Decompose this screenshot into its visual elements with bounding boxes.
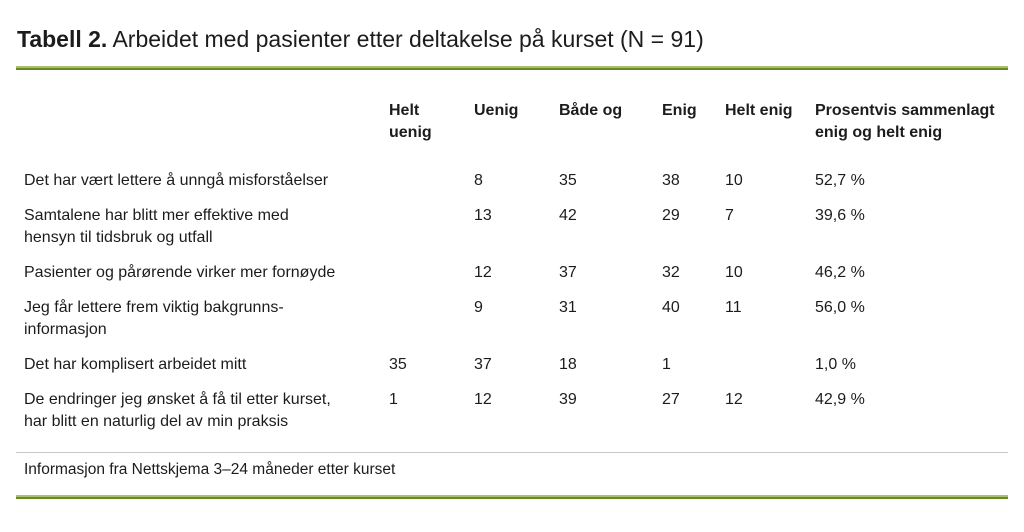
helt-enig-cell: [725, 354, 815, 389]
column-header-uenig: Uenig: [474, 102, 519, 119]
helt-uenig-cell: [389, 297, 474, 354]
header-row: Helt uenig Uenig Både og Enig Helt enig …: [24, 100, 1008, 170]
prosent-cell: 52,7 %: [815, 172, 865, 189]
table-number-label: Tabell 2.: [17, 26, 108, 52]
baade-og-cell: 42: [559, 207, 577, 224]
baade-og-cell: 39: [559, 391, 577, 408]
helt-uenig-cell: [389, 262, 474, 297]
column-header-helt-enig: Helt enig: [725, 102, 793, 119]
enig-cell: 38: [662, 172, 680, 189]
uenig-cell: 37: [474, 356, 492, 373]
column-header-prosent: Prosentvis sammenlagt enig og helt enig: [815, 102, 995, 141]
bottom-divider-rule: [16, 495, 1008, 499]
enig-cell: 32: [662, 264, 680, 281]
prosent-cell: 46,2 %: [815, 264, 865, 281]
helt-uenig-cell: 1: [389, 391, 398, 408]
helt-enig-cell: 12: [725, 391, 743, 408]
baade-og-cell: 37: [559, 264, 577, 281]
helt-enig-cell: 11: [725, 299, 742, 316]
helt-uenig-cell: [389, 170, 474, 205]
uenig-cell: 12: [474, 391, 492, 408]
table-row: De endringer jeg ønsket å få til etter k…: [24, 389, 1008, 446]
footnote-divider-rule: [16, 452, 1008, 453]
uenig-cell: 13: [474, 207, 492, 224]
statement-cell: Jeg får lettere frem viktig bakgrunns- i…: [24, 299, 284, 338]
helt-enig-cell: 10: [725, 264, 743, 281]
baade-og-cell: 35: [559, 172, 577, 189]
enig-cell: 40: [662, 299, 680, 316]
prosent-cell: 56,0 %: [815, 299, 865, 316]
statement-cell: Pasienter og pårørende virker mer fornøy…: [24, 264, 336, 281]
uenig-cell: 9: [474, 299, 483, 316]
uenig-cell: 12: [474, 264, 492, 281]
enig-cell: 1: [662, 356, 671, 373]
enig-cell: 27: [662, 391, 680, 408]
table-row: Det har vært lettere å unngå misforståel…: [24, 170, 1008, 205]
table-row: Det har komplisert arbeidet mitt 35 37 1…: [24, 354, 1008, 389]
column-header-baade-og: Både og: [559, 102, 623, 119]
enig-cell: 29: [662, 207, 680, 224]
prosent-cell: 39,6 %: [815, 207, 865, 224]
baade-og-cell: 31: [559, 299, 577, 316]
helt-enig-cell: 10: [725, 172, 743, 189]
table-title: Tabell 2. Arbeidet med pasienter etter d…: [17, 24, 1008, 54]
table-row: Samtalene har blitt mer effektive med he…: [24, 205, 1008, 262]
statement-cell: Det har vært lettere å unngå misforståel…: [24, 172, 329, 189]
helt-uenig-cell: 35: [389, 356, 407, 373]
table-row: Jeg får lettere frem viktig bakgrunns- i…: [24, 297, 1008, 354]
column-header-statement: [24, 100, 389, 170]
uenig-cell: 8: [474, 172, 483, 189]
column-header-helt-uenig: Helt uenig: [389, 102, 432, 141]
statement-cell: Samtalene har blitt mer effektive med he…: [24, 207, 289, 246]
table-caption: Arbeidet med pasienter etter deltakelse …: [112, 26, 704, 52]
results-table: Helt uenig Uenig Både og Enig Helt enig …: [24, 100, 1008, 446]
article-table-figure: Tabell 2. Arbeidet med pasienter etter d…: [0, 24, 1024, 532]
helt-uenig-cell: [389, 205, 474, 262]
prosent-cell: 42,9 %: [815, 391, 865, 408]
table-row: Pasienter og pårørende virker mer fornøy…: [24, 262, 1008, 297]
baade-og-cell: 18: [559, 356, 577, 373]
helt-enig-cell: 7: [725, 207, 734, 224]
column-header-enig: Enig: [662, 102, 697, 119]
statement-cell: Det har komplisert arbeidet mitt: [24, 356, 247, 373]
table-footnote: Informasjon fra Nettskjema 3–24 måneder …: [24, 461, 396, 478]
statement-cell: De endringer jeg ønsket å få til etter k…: [24, 391, 331, 430]
top-divider-rule: [16, 66, 1008, 70]
prosent-cell: 1,0 %: [815, 356, 856, 373]
